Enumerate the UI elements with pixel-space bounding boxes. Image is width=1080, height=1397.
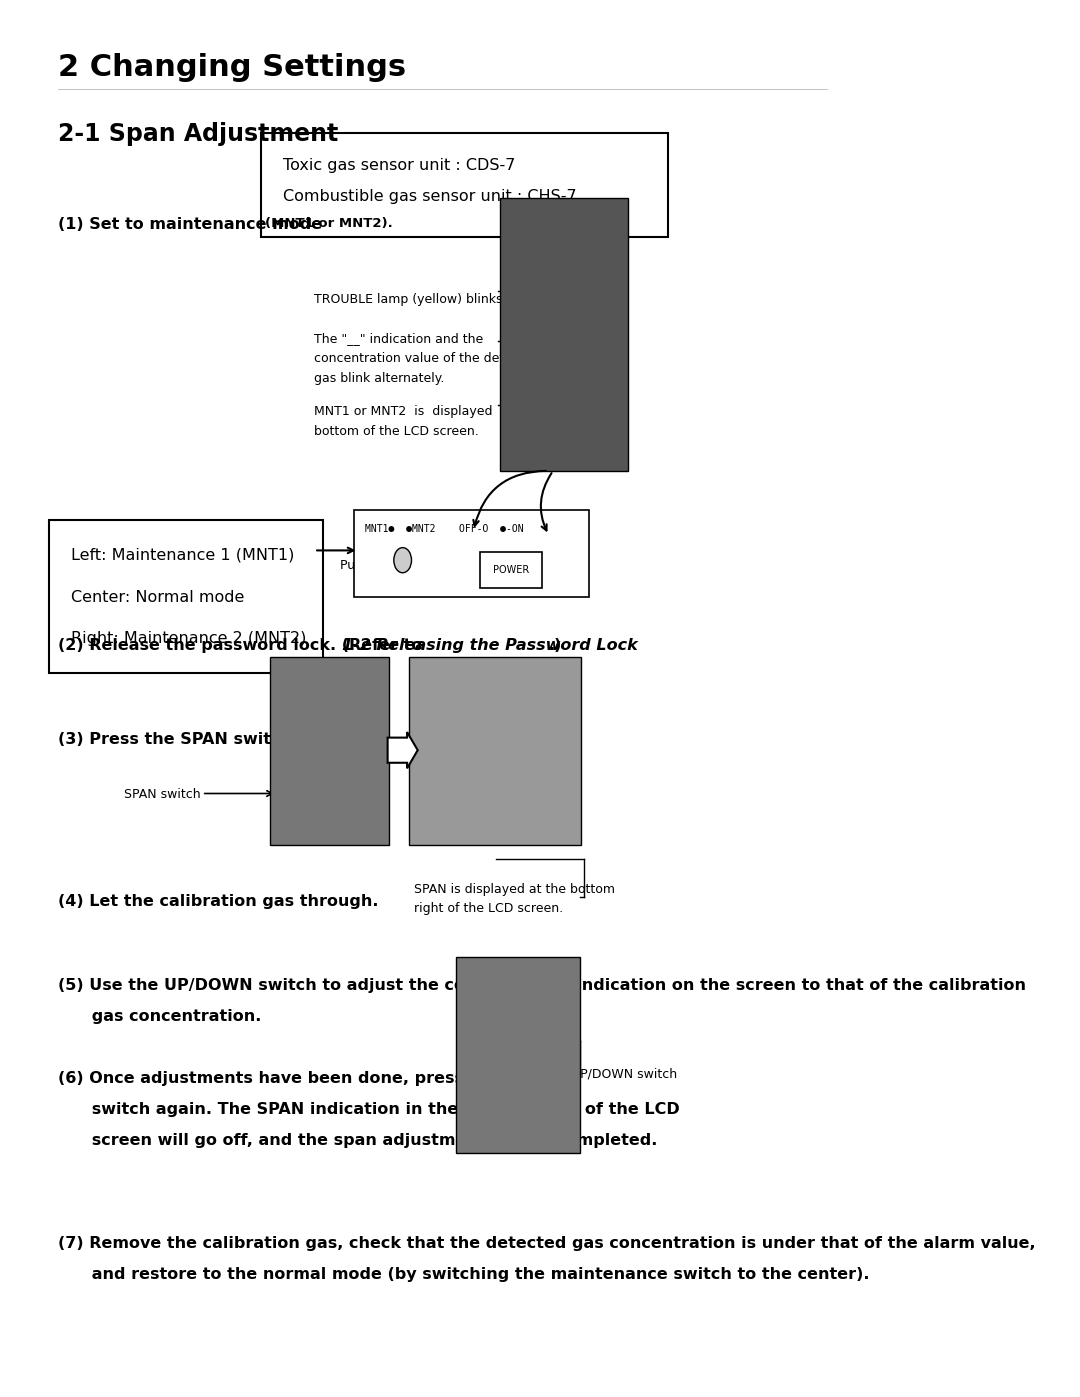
- FancyArrow shape: [388, 732, 418, 768]
- Text: right of the LCD screen.: right of the LCD screen.: [414, 902, 564, 915]
- Ellipse shape: [394, 548, 411, 573]
- Text: .): .): [549, 638, 562, 654]
- Text: 1-2 Releasing the Password Lock: 1-2 Releasing the Password Lock: [342, 638, 638, 654]
- Text: Combustible gas sensor unit : CHS-7: Combustible gas sensor unit : CHS-7: [283, 189, 577, 204]
- Text: concentration value of the detected: concentration value of the detected: [314, 352, 540, 365]
- Text: Toxic gas sensor unit : CDS-7: Toxic gas sensor unit : CDS-7: [283, 158, 515, 173]
- Text: SPAN is displayed at the bottom: SPAN is displayed at the bottom: [414, 883, 616, 895]
- Text: and restore to the normal mode (by switching the maintenance switch to the cente: and restore to the normal mode (by switc…: [57, 1267, 869, 1282]
- Text: MNT1 or MNT2  is  displayed  at  the: MNT1 or MNT2 is displayed at the: [314, 405, 542, 418]
- Text: Center: Normal mode: Center: Normal mode: [71, 590, 244, 605]
- Bar: [500, 198, 629, 471]
- Text: (2) Release the password lock. (Refer to: (2) Release the password lock. (Refer to: [57, 638, 428, 654]
- Text: UP/DOWN switch: UP/DOWN switch: [571, 1067, 677, 1080]
- Text: 2 Changing Settings: 2 Changing Settings: [57, 53, 406, 82]
- Text: MNT1●  ●MNT2    OFF-O  ●-ON: MNT1● ●MNT2 OFF-O ●-ON: [365, 524, 524, 534]
- Text: (5) Use the UP/DOWN switch to adjust the concentration indication on the screen : (5) Use the UP/DOWN switch to adjust the…: [57, 978, 1026, 993]
- Text: Left: Maintenance 1 (MNT1): Left: Maintenance 1 (MNT1): [71, 548, 294, 563]
- Text: gas blink alternately.: gas blink alternately.: [314, 372, 445, 384]
- Text: bottom of the LCD screen.: bottom of the LCD screen.: [314, 425, 478, 437]
- Text: screen will go off, and the span adjustment will be completed.: screen will go off, and the span adjustm…: [57, 1133, 657, 1148]
- Text: gas concentration.: gas concentration.: [57, 1009, 261, 1024]
- FancyBboxPatch shape: [480, 552, 542, 588]
- Text: The "__" indication and the: The "__" indication and the: [314, 332, 484, 345]
- Bar: [456, 957, 580, 1153]
- Bar: [270, 657, 390, 845]
- Text: Pull back to open: Pull back to open: [340, 559, 447, 571]
- Text: (1) Set to maintenance mode: (1) Set to maintenance mode: [57, 217, 327, 232]
- Text: (3) Press the SPAN switch.: (3) Press the SPAN switch.: [57, 732, 298, 747]
- FancyBboxPatch shape: [49, 520, 323, 673]
- Text: 2-1 Span Adjustment: 2-1 Span Adjustment: [57, 122, 338, 145]
- Text: (4) Let the calibration gas through.: (4) Let the calibration gas through.: [57, 894, 378, 909]
- Text: Right: Maintenance 2 (MNT2): Right: Maintenance 2 (MNT2): [71, 631, 306, 647]
- FancyBboxPatch shape: [354, 510, 589, 597]
- Text: (7) Remove the calibration gas, check that the detected gas concentration is und: (7) Remove the calibration gas, check th…: [57, 1236, 1035, 1252]
- Bar: [409, 657, 581, 845]
- Text: SPAN switch: SPAN switch: [124, 788, 201, 800]
- FancyBboxPatch shape: [261, 133, 669, 237]
- Text: switch again. The SPAN indication in the bottom right of the LCD: switch again. The SPAN indication in the…: [57, 1102, 679, 1118]
- Text: POWER: POWER: [494, 564, 529, 576]
- Text: TROUBLE lamp (yellow) blinks.: TROUBLE lamp (yellow) blinks.: [314, 293, 507, 306]
- Text: (MNT1 or MNT2).: (MNT1 or MNT2).: [266, 217, 393, 229]
- Text: (6) Once adjustments have been done, press the SPAN: (6) Once adjustments have been done, pre…: [57, 1071, 553, 1087]
